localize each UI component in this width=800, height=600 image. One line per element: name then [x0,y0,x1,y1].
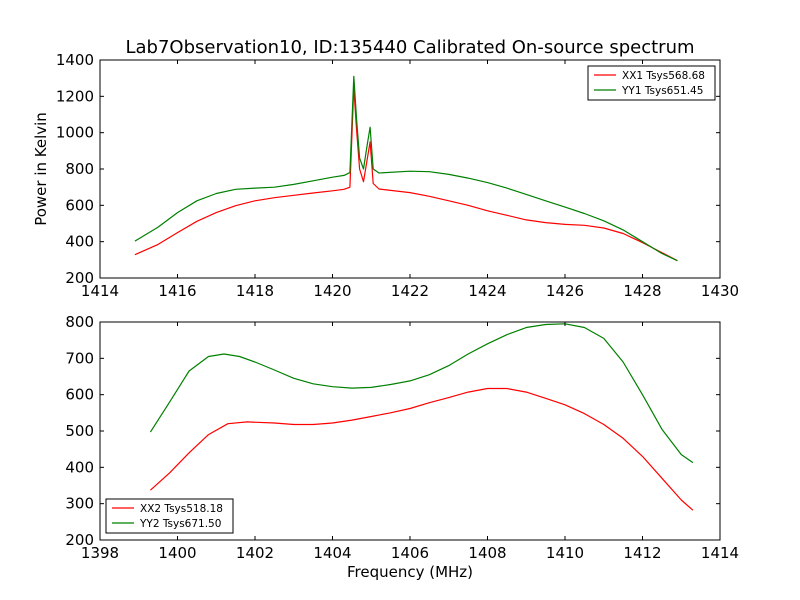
y-tick-label: 200 [65,531,94,549]
legend-box [587,65,716,101]
x-tick-label: 1412 [623,544,661,562]
x-tick-label: 1422 [391,282,429,300]
top-spectrum-panel: 1414 1416 1418 1420 1422 1424 1426 1428 1430 200 4… [56,51,739,300]
x-tick-label: 1410 [546,544,584,562]
x-tick-label: 1416 [158,282,196,300]
y-tick-label: 800 [65,313,94,331]
y-tick-label: 200 [65,269,94,287]
y-tick-label: 300 [65,495,94,513]
y-tick-label: 1200 [56,87,94,105]
legend-label: YY2 Tsys671.50 [139,518,221,530]
y-tick-label: 600 [65,196,94,214]
series-line-1 [134,86,678,262]
x-tick-label: 1414 [81,282,119,300]
y-axis-label: Power in Kelvin [32,112,50,226]
legend-label: XX1 Tsys568.68 [622,70,705,82]
bottom-spectrum-panel: 1398 1400 1402 1404 1406 1408 1410 1412 1414 200 3… [65,313,739,562]
y-tick-label: 400 [65,233,94,251]
x-tick-label: 1406 [391,544,429,562]
x-tick-label: 1420 [313,282,351,300]
y-tick-label: 800 [65,160,94,178]
series-line-2 [134,75,678,262]
x-tick-label: 1414 [701,544,739,562]
x-tick-label: 1404 [313,544,351,562]
x-tick-label: 1426 [546,282,584,300]
x-tick-label: 1430 [701,282,739,300]
y-tick-label: 700 [65,349,94,367]
y-tick-label: 400 [65,458,94,476]
x-tick-label: 1424 [468,282,506,300]
y-tick-label: 1000 [56,124,94,142]
x-axis-label: Frequency (MHz) [347,563,473,581]
y-tick-label: 600 [65,386,94,404]
legend-label: YY1 Tsys651.45 [621,85,703,97]
series-line-1 [149,387,694,511]
x-tick-label: 1400 [158,544,196,562]
x-tick-label: 1402 [236,544,274,562]
x-tick-label: 1418 [236,282,274,300]
legend-label: XX2 Tsys518.18 [140,503,223,515]
figure-title: Lab7Observation10, ID:135440 Calibrated … [125,37,694,58]
y-tick-label: 1400 [56,51,94,69]
x-tick-label: 1398 [81,544,119,562]
series-line-2 [149,323,694,464]
x-tick-label: 1428 [623,282,661,300]
legend-box [105,498,234,534]
y-tick-label: 500 [65,422,94,440]
x-tick-label: 1408 [468,544,506,562]
